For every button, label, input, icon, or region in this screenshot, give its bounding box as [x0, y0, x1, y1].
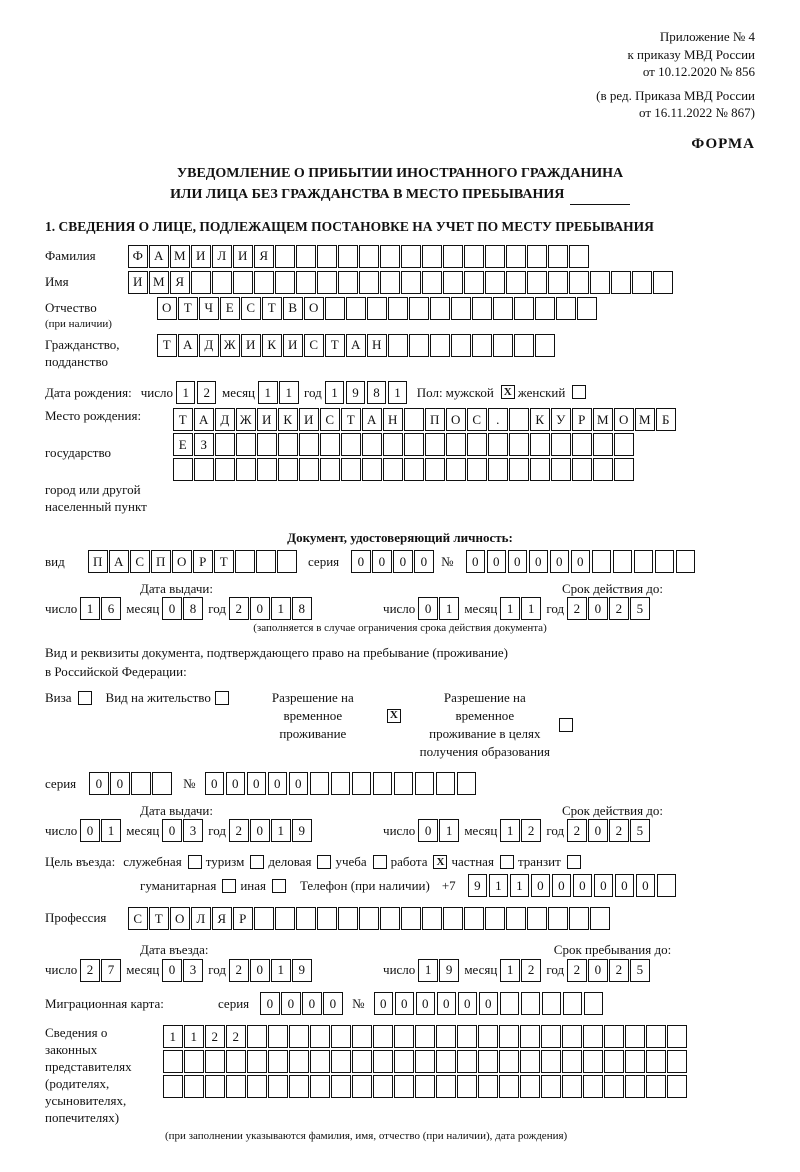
section1-title: 1. СВЕДЕНИЯ О ЛИЦЕ, ПОДЛЕЖАЩЕМ ПОСТАНОВК…	[45, 219, 755, 235]
purpose-official-checkbox[interactable]	[188, 855, 202, 869]
purpose-study-checkbox[interactable]	[373, 855, 387, 869]
patronymic-boxes[interactable]: О Т Ч Е С Т В О	[157, 297, 598, 320]
purpose-business-checkbox[interactable]	[317, 855, 331, 869]
temp-residence-checkbox[interactable]: X	[387, 709, 401, 723]
option-visa[interactable]: Виза	[45, 689, 96, 707]
visa-checkbox[interactable]	[78, 691, 92, 705]
citizenship-boxes[interactable]: Т А Д Ж И К И С Т А Н	[157, 334, 556, 357]
purpose-work-checkbox[interactable]: X	[433, 855, 447, 869]
legal-reps-note: (при заполнении указываются фамилия, имя…	[165, 1130, 755, 1142]
option-residence-permit[interactable]: Вид на жительство	[106, 689, 233, 707]
purpose-humanitarian-checkbox[interactable]	[222, 879, 236, 893]
field-purpose: Цель въезда: служебная туризм деловая уч…	[45, 854, 755, 870]
header-line5: от 16.11.2022 № 867)	[45, 104, 755, 122]
header-line3: от 10.12.2020 № 856	[45, 63, 755, 81]
residence-doc-options: Виза Вид на жительство Разрешение на вре…	[45, 689, 755, 762]
gender-male-checkbox[interactable]: X	[501, 385, 515, 399]
residence-permit-checkbox[interactable]	[215, 691, 229, 705]
surname-boxes[interactable]: Ф А М И Л И Я	[128, 245, 590, 268]
option-temp-residence[interactable]: Разрешение на временное проживание X	[243, 689, 405, 744]
option-temp-residence-edu[interactable]: Разрешение на временное проживание в целя…	[415, 689, 577, 762]
pob-boxes-row3[interactable]	[173, 458, 677, 481]
field-surname: Фамилия Ф А М И Л И Я	[45, 245, 755, 268]
field-patronymic: Отчество (при наличии) О Т Ч Е С Т В О	[45, 297, 755, 331]
field-purpose-row2: гуманитарная иная Телефон (при наличии) …	[45, 874, 755, 897]
purpose-tourism-checkbox[interactable]	[250, 855, 264, 869]
gender-female-checkbox[interactable]	[572, 385, 586, 399]
legal-reps-row3[interactable]	[163, 1075, 688, 1098]
header-annex-line: Приложение № 4	[45, 28, 755, 46]
form-label: ФОРМА	[45, 136, 755, 153]
purpose-private-checkbox[interactable]	[500, 855, 514, 869]
field-name: Имя И М Я	[45, 271, 755, 294]
header-line4: (в ред. Приказа МВД России	[45, 87, 755, 105]
temp-residence-edu-checkbox[interactable]	[559, 718, 573, 732]
field-legal-reps: Сведения о законных представителях (роди…	[45, 1025, 755, 1126]
field-citizenship: Гражданство, подданство Т А Д Ж И К И С …	[45, 334, 755, 371]
header-block: Приложение № 4 к приказу МВД России от 1…	[45, 28, 755, 122]
purpose-other-checkbox[interactable]	[272, 879, 286, 893]
legal-reps-row2[interactable]	[163, 1050, 688, 1073]
blank-underline	[570, 204, 630, 205]
doc-section-title: Документ, удостоверяющий личность:	[45, 530, 755, 546]
field-pob: Место рождения: государство город или др…	[45, 408, 755, 516]
purpose-transit-checkbox[interactable]	[567, 855, 581, 869]
document-title: УВЕДОМЛЕНИЕ О ПРИБЫТИИ ИНОСТРАННОГО ГРАЖ…	[45, 163, 755, 205]
name-boxes[interactable]: И М Я	[128, 271, 674, 294]
document-page: Приложение № 4 к приказу МВД России от 1…	[0, 0, 800, 1172]
header-line2: к приказу МВД России	[45, 46, 755, 64]
